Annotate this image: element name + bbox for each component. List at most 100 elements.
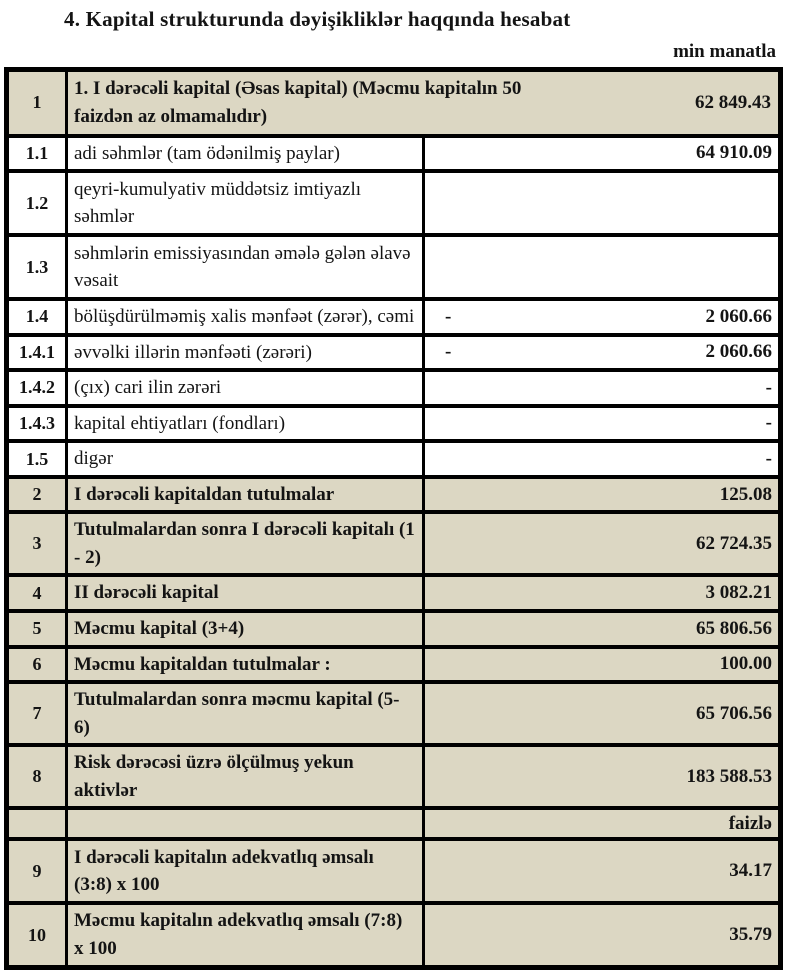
row-value-wrap: 62 724.35 bbox=[427, 533, 778, 555]
row-label-wrap: bölüşdürülməmiş xalis mənfəət (zərər), c… bbox=[74, 303, 418, 331]
row-label-cell: Tutulmalardan sonra I dərəcəli kapitalı … bbox=[65, 510, 425, 578]
row-label-text: II dərəcəli kapital bbox=[74, 582, 219, 604]
row-number-cell: 1 bbox=[5, 67, 68, 138]
row-number-cell: 1.3 bbox=[5, 233, 68, 302]
row-label-wrap: I dərəcəli kapitalın adekvatlıq əmsalı (… bbox=[74, 844, 418, 899]
table-row: 7 Tutulmalardan sonra məcmu kapital (5-6… bbox=[5, 680, 782, 748]
row-value-text: faizlə bbox=[728, 812, 772, 834]
negative-sign: - bbox=[445, 341, 452, 363]
row-label-wrap: qeyri-kumulyativ müddətsiz imtiyazlı səh… bbox=[74, 176, 418, 231]
row-number-cell: 1.2 bbox=[5, 169, 68, 238]
table-row: 2 I dərəcəli kapitaldan tutulmalar 125.0… bbox=[5, 474, 782, 515]
row-value-cell: 183 588.53 bbox=[422, 743, 782, 811]
row-value-text: 3 082.21 bbox=[705, 582, 773, 604]
table-row: 5 Məcmu kapital (3+4) 65 806.56 bbox=[5, 608, 782, 649]
row-label-cell: (çıx) cari ilin zərəri bbox=[65, 368, 425, 408]
row-value-cell: 64 910.09 bbox=[422, 133, 782, 174]
row-label-cell: II dərəcəli kapital bbox=[65, 573, 425, 613]
row-value-cell: faizlə bbox=[422, 806, 782, 842]
row-value-wrap: 183 588.53 bbox=[427, 765, 778, 788]
row-value-text: 65 806.56 bbox=[696, 617, 772, 639]
row-label-cell: Məcmu kapital (3+4) bbox=[65, 608, 425, 649]
row-value-text: 2 060.66 bbox=[705, 341, 773, 363]
row-label-cell: I dərəcəli kapitaldan tutulmalar bbox=[65, 474, 425, 515]
row-value-text: - bbox=[765, 412, 772, 434]
row-label-wrap: Tutulmalardan sonra I dərəcəli kapitalı … bbox=[74, 516, 418, 571]
row-value-wrap: 65 806.56 bbox=[427, 617, 778, 640]
row-value-wrap: - bbox=[427, 448, 778, 470]
row-label-wrap: kapital ehtiyatları (fondları) bbox=[74, 410, 418, 438]
row-number-cell: 1.4 bbox=[5, 297, 68, 337]
row-label-text: I dərəcəli kapitaldan tutulmalar bbox=[74, 483, 335, 505]
row-value-cell bbox=[422, 233, 782, 302]
row-label-cell: qeyri-kumulyativ müddətsiz imtiyazlı səh… bbox=[65, 169, 425, 238]
row-label-wrap: adi səhmlər (tam ödənilmiş paylar) bbox=[74, 140, 418, 168]
row-value-cell: 3 082.21 bbox=[422, 573, 782, 613]
row-label-wrap: (çıx) cari ilin zərəri bbox=[74, 374, 418, 402]
row-label-wrap: Tutulmalardan sonra məcmu kapital (5-6) bbox=[74, 686, 418, 741]
table-row: 9 I dərəcəli kapitalın adekvatlıq əmsalı… bbox=[5, 837, 782, 906]
row-number-cell: 1.5 bbox=[5, 439, 68, 479]
row-inline-value: 62 849.43 bbox=[695, 91, 771, 113]
row-label-cell: Məcmu kapitalın adekvatlıq əmsalı (7:8) … bbox=[65, 901, 425, 970]
row-number-cell: 6 bbox=[5, 644, 68, 685]
table-row: 1.3 səhmlərin emissiyasından əmələ gələn… bbox=[5, 233, 782, 302]
row-value-cell: 65 706.56 bbox=[422, 680, 782, 748]
row-label-text: adi səhmlər (tam ödənilmiş paylar) bbox=[74, 142, 340, 164]
row-label-cell: kapital ehtiyatları (fondları) bbox=[65, 403, 425, 444]
row-label-cell: adi səhmlər (tam ödənilmiş paylar) bbox=[65, 133, 425, 174]
table-row: 1.4.2 (çıx) cari ilin zərəri - bbox=[5, 368, 782, 408]
row-value-wrap: 65 706.56 bbox=[427, 703, 778, 725]
row-number-cell: 2 bbox=[5, 474, 68, 515]
row-label-cell: 1. I dərəcəli kapital (Əsas kapital) (Mə… bbox=[65, 67, 782, 138]
row-label-wrap: II dərəcəli kapital bbox=[74, 579, 418, 607]
row-value-cell: 62 724.35 bbox=[422, 510, 782, 578]
table-row: 1 1. I dərəcəli kapital (Əsas kapital) (… bbox=[5, 67, 782, 138]
table-row: 1.4 bölüşdürülməmiş xalis mənfəət (zərər… bbox=[5, 297, 782, 337]
row-label-wrap: Məcmu kapital (3+4) bbox=[74, 615, 418, 643]
row-value-text: 183 588.53 bbox=[686, 765, 773, 787]
row-label-text: bölüşdürülməmiş xalis mənfəət (zərər), c… bbox=[74, 306, 415, 328]
row-number-cell: 8 bbox=[5, 743, 68, 811]
row-label-text: səhmlərin emissiyasından əmələ gələn əla… bbox=[74, 242, 411, 292]
row-value-text: 100.00 bbox=[719, 653, 772, 675]
row-number-cell: 4 bbox=[5, 573, 68, 613]
row-number-cell: 7 bbox=[5, 680, 68, 748]
row-value-cell bbox=[422, 169, 782, 238]
row-label-cell: səhmlərin emissiyasından əmələ gələn əla… bbox=[65, 233, 425, 302]
row-value-text: - bbox=[765, 376, 772, 398]
row-value-cell: 34.17 bbox=[422, 837, 782, 906]
table-row: 10 Məcmu kapitalın adekvatlıq əmsalı (7:… bbox=[5, 901, 782, 970]
table-row: 1.5 digər - bbox=[5, 439, 782, 479]
row-value-wrap: 64 910.09 bbox=[427, 142, 778, 164]
row-value-cell: - bbox=[422, 368, 782, 408]
table-row: 6 Məcmu kapitaldan tutulmalar : 100.00 bbox=[5, 644, 782, 685]
unit-label: min manatla bbox=[673, 41, 776, 62]
row-value-text: 64 910.09 bbox=[696, 142, 772, 164]
row-label-text: I dərəcəli kapitalın adekvatlıq əmsalı (… bbox=[74, 846, 374, 896]
row-label-wrap: səhmlərin emissiyasından əmələ gələn əla… bbox=[74, 240, 418, 295]
table-row: 1.4.3 kapital ehtiyatları (fondları) - bbox=[5, 403, 782, 444]
row-number-cell: 1.4.1 bbox=[5, 332, 68, 373]
row-label-text: 1. I dərəcəli kapital (Əsas kapital) (Mə… bbox=[74, 78, 522, 127]
row-number-cell: 1.4.3 bbox=[5, 403, 68, 444]
row-label-cell: əvvəlki illərin mənfəəti (zərəri) bbox=[65, 332, 425, 373]
table-body: 1 1. I dərəcəli kapital (Əsas kapital) (… bbox=[5, 67, 782, 970]
row-value-cell: 65 806.56 bbox=[422, 608, 782, 649]
row-number-cell: 3 bbox=[5, 510, 68, 578]
row-label-wrap: Risk dərəcəsi üzrə ölçülmuş yekun aktivl… bbox=[74, 749, 418, 804]
row-label-wrap: əvvəlki illərin mənfəəti (zərəri) bbox=[74, 339, 418, 367]
capital-structure-table: 1 1. I dərəcəli kapital (Əsas kapital) (… bbox=[4, 67, 783, 970]
row-number-cell: 9 bbox=[5, 837, 68, 906]
row-value-text: - bbox=[765, 448, 772, 469]
table-row: 8 Risk dərəcəsi üzrə ölçülmuş yekun akti… bbox=[5, 743, 782, 811]
table-row: 1.2 qeyri-kumulyativ müddətsiz imtiyazlı… bbox=[5, 169, 782, 238]
row-label-text: kapital ehtiyatları (fondları) bbox=[74, 412, 286, 434]
table-row: 1.1 adi səhmlər (tam ödənilmiş paylar) 6… bbox=[5, 133, 782, 174]
row-label-text: digər bbox=[74, 448, 114, 470]
row-number-cell: 1.4.2 bbox=[5, 368, 68, 408]
row-value-wrap: - bbox=[427, 376, 778, 399]
row-value-text: 2 060.66 bbox=[705, 305, 773, 327]
row-value-wrap: 125.08 bbox=[427, 483, 778, 506]
row-value-text: 125.08 bbox=[719, 483, 772, 505]
